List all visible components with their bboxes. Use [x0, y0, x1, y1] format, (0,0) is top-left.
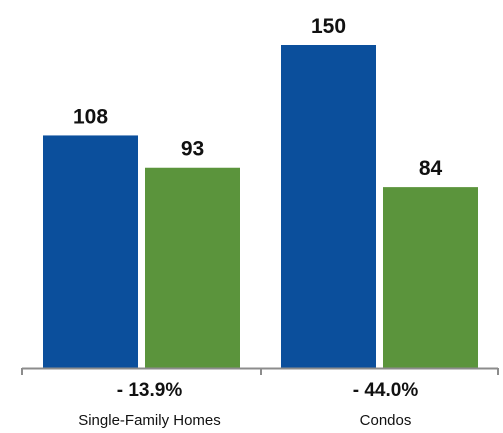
bar-value-label: 93 — [181, 138, 204, 161]
category-label: Condos — [360, 412, 412, 429]
category-labels: - 13.9% Single-Family Homes - 44.0% Condos — [78, 380, 418, 429]
bar-condos-series-2 — [383, 187, 478, 368]
percent-change-label: - 13.9% — [117, 380, 183, 401]
bar-single-family-series-1 — [43, 135, 138, 368]
x-axis-ticks — [21, 368, 499, 375]
bar-value-label: 150 — [311, 15, 346, 38]
bar-condos-series-1 — [281, 45, 376, 368]
bar-value-labels: 108 93 150 84 — [73, 15, 443, 180]
bars-group — [43, 45, 478, 368]
category-label: Single-Family Homes — [78, 412, 221, 429]
bar-value-label: 84 — [419, 157, 443, 180]
percent-change-label: - 44.0% — [353, 380, 419, 401]
bar-value-label: 108 — [73, 105, 108, 128]
bar-single-family-series-2 — [145, 167, 240, 368]
